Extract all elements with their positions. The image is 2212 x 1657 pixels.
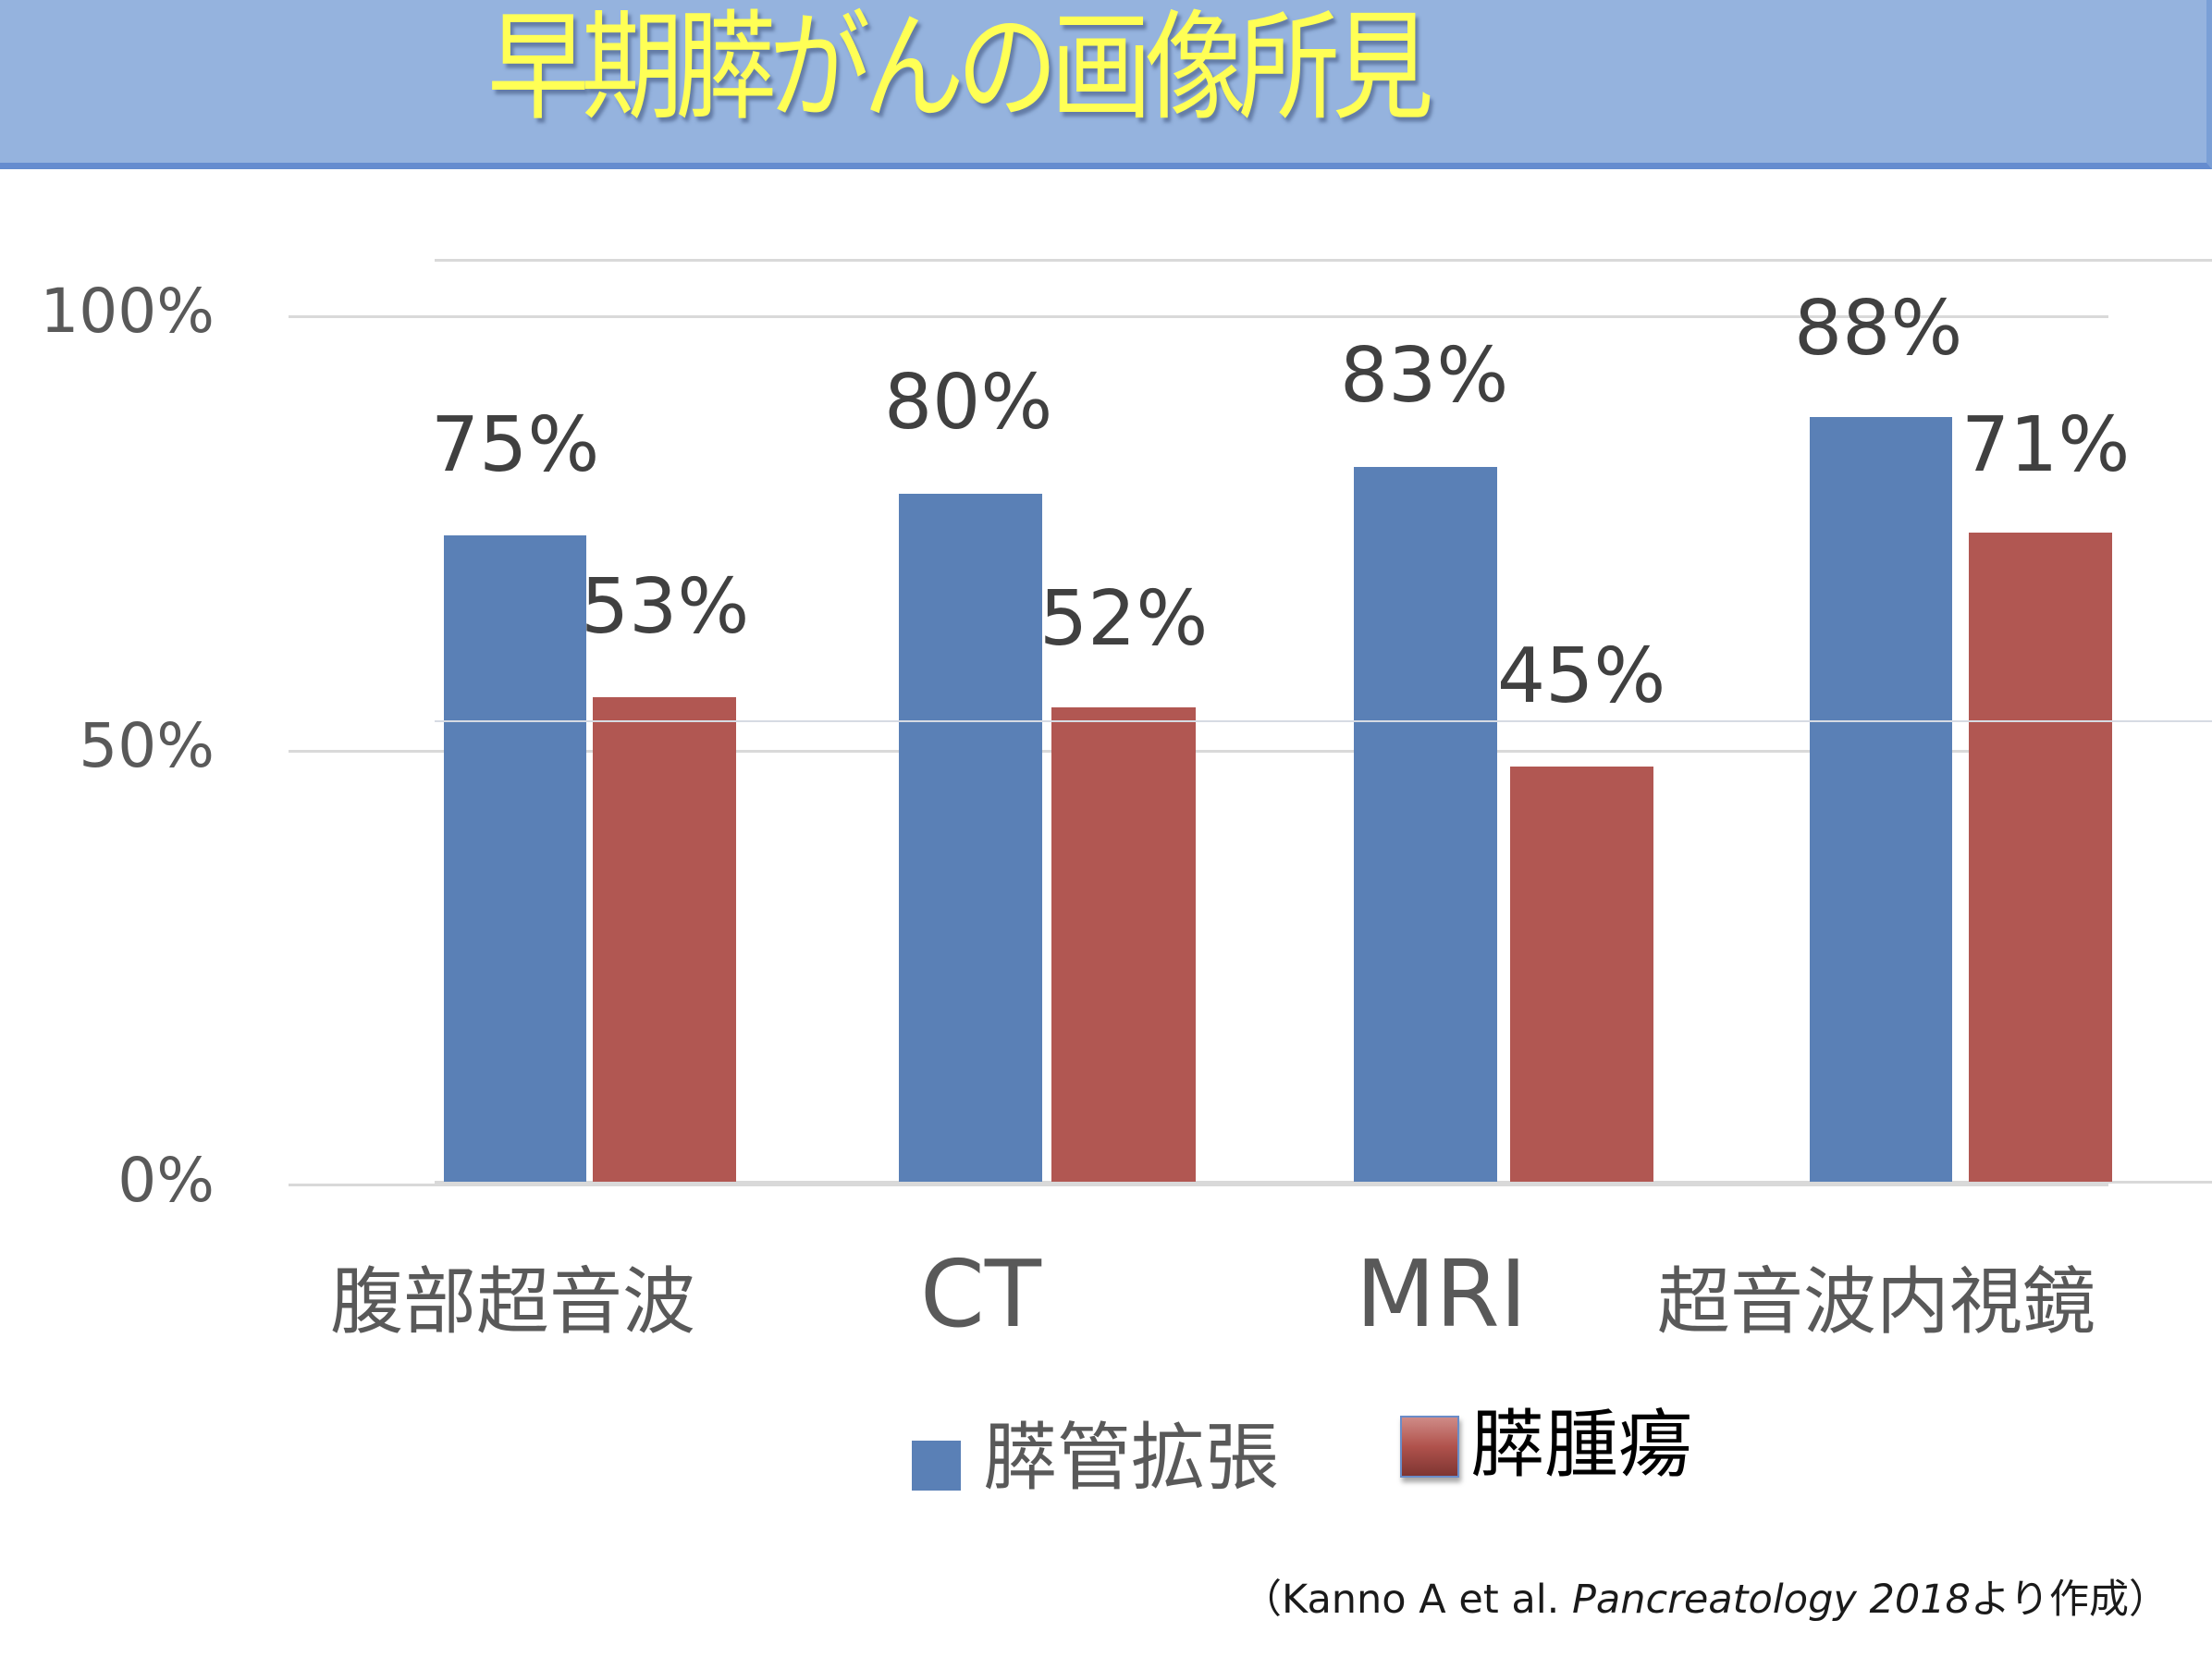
data-label-ct-duct: 80% xyxy=(884,359,1053,447)
y-tick-50: 50% xyxy=(79,710,215,781)
source-citation: （Kanno A et al. Pancreatology 2018より作成） xyxy=(1242,1572,2169,1627)
legend-label-duct-dilation: 膵管拡張 xyxy=(983,1415,1279,1501)
citation-journal: Pancreatology 2018 xyxy=(1571,1577,1971,1623)
bar-ct-tumor xyxy=(1051,707,1196,1182)
data-label-ct-tumor: 52% xyxy=(1039,575,1209,663)
bar-abdominal-us-duct-dilation xyxy=(444,535,586,1182)
data-label-abdominal-us-duct: 75% xyxy=(431,401,600,489)
slide-title: 早期膵がんの画像所見 xyxy=(487,0,1433,137)
data-label-abdominal-us-tumor: 53% xyxy=(581,563,750,651)
bar-eus-duct-dilation xyxy=(1810,417,1952,1182)
x-label-abdominal-us: 腹部超音波 xyxy=(330,1259,695,1344)
bar-abdominal-us-tumor xyxy=(593,697,736,1182)
legend-swatch-tumor xyxy=(1400,1416,1459,1478)
data-label-mri-duct: 83% xyxy=(1340,332,1509,420)
bar-eus-tumor xyxy=(1969,533,2112,1182)
citation-authors: （Kanno A et al. xyxy=(1242,1577,1572,1623)
data-label-eus-tumor: 71% xyxy=(1961,401,2131,489)
bar-mri-duct-dilation xyxy=(1354,467,1497,1182)
x-label-ct: CT xyxy=(920,1240,1041,1348)
legend-swatch-duct-dilation xyxy=(912,1441,961,1491)
legend-label-tumor: 膵腫瘍 xyxy=(1470,1402,1692,1488)
x-label-mri: MRI xyxy=(1356,1240,1528,1348)
y-tick-0: 0% xyxy=(117,1145,215,1216)
bar-ct-duct-dilation xyxy=(899,494,1042,1182)
data-label-mri-tumor: 45% xyxy=(1497,632,1666,720)
y-tick-100: 100% xyxy=(40,276,215,347)
data-label-eus-duct: 88% xyxy=(1794,285,1963,373)
bar-mri-tumor xyxy=(1510,767,1653,1182)
gridline-100-plot xyxy=(435,259,2212,262)
gridline-0-plot xyxy=(435,1181,2212,1184)
gridline-0-axis xyxy=(289,1184,2108,1186)
title-bar: 早期膵がんの画像所見 xyxy=(0,0,2212,169)
gridline-50-plot xyxy=(435,720,2212,722)
x-label-eus: 超音波内視鏡 xyxy=(1657,1259,2095,1344)
citation-suffix: より作成） xyxy=(1970,1577,2169,1623)
gridline-50-axis xyxy=(289,750,2108,753)
gridline-100-axis xyxy=(289,315,2108,318)
